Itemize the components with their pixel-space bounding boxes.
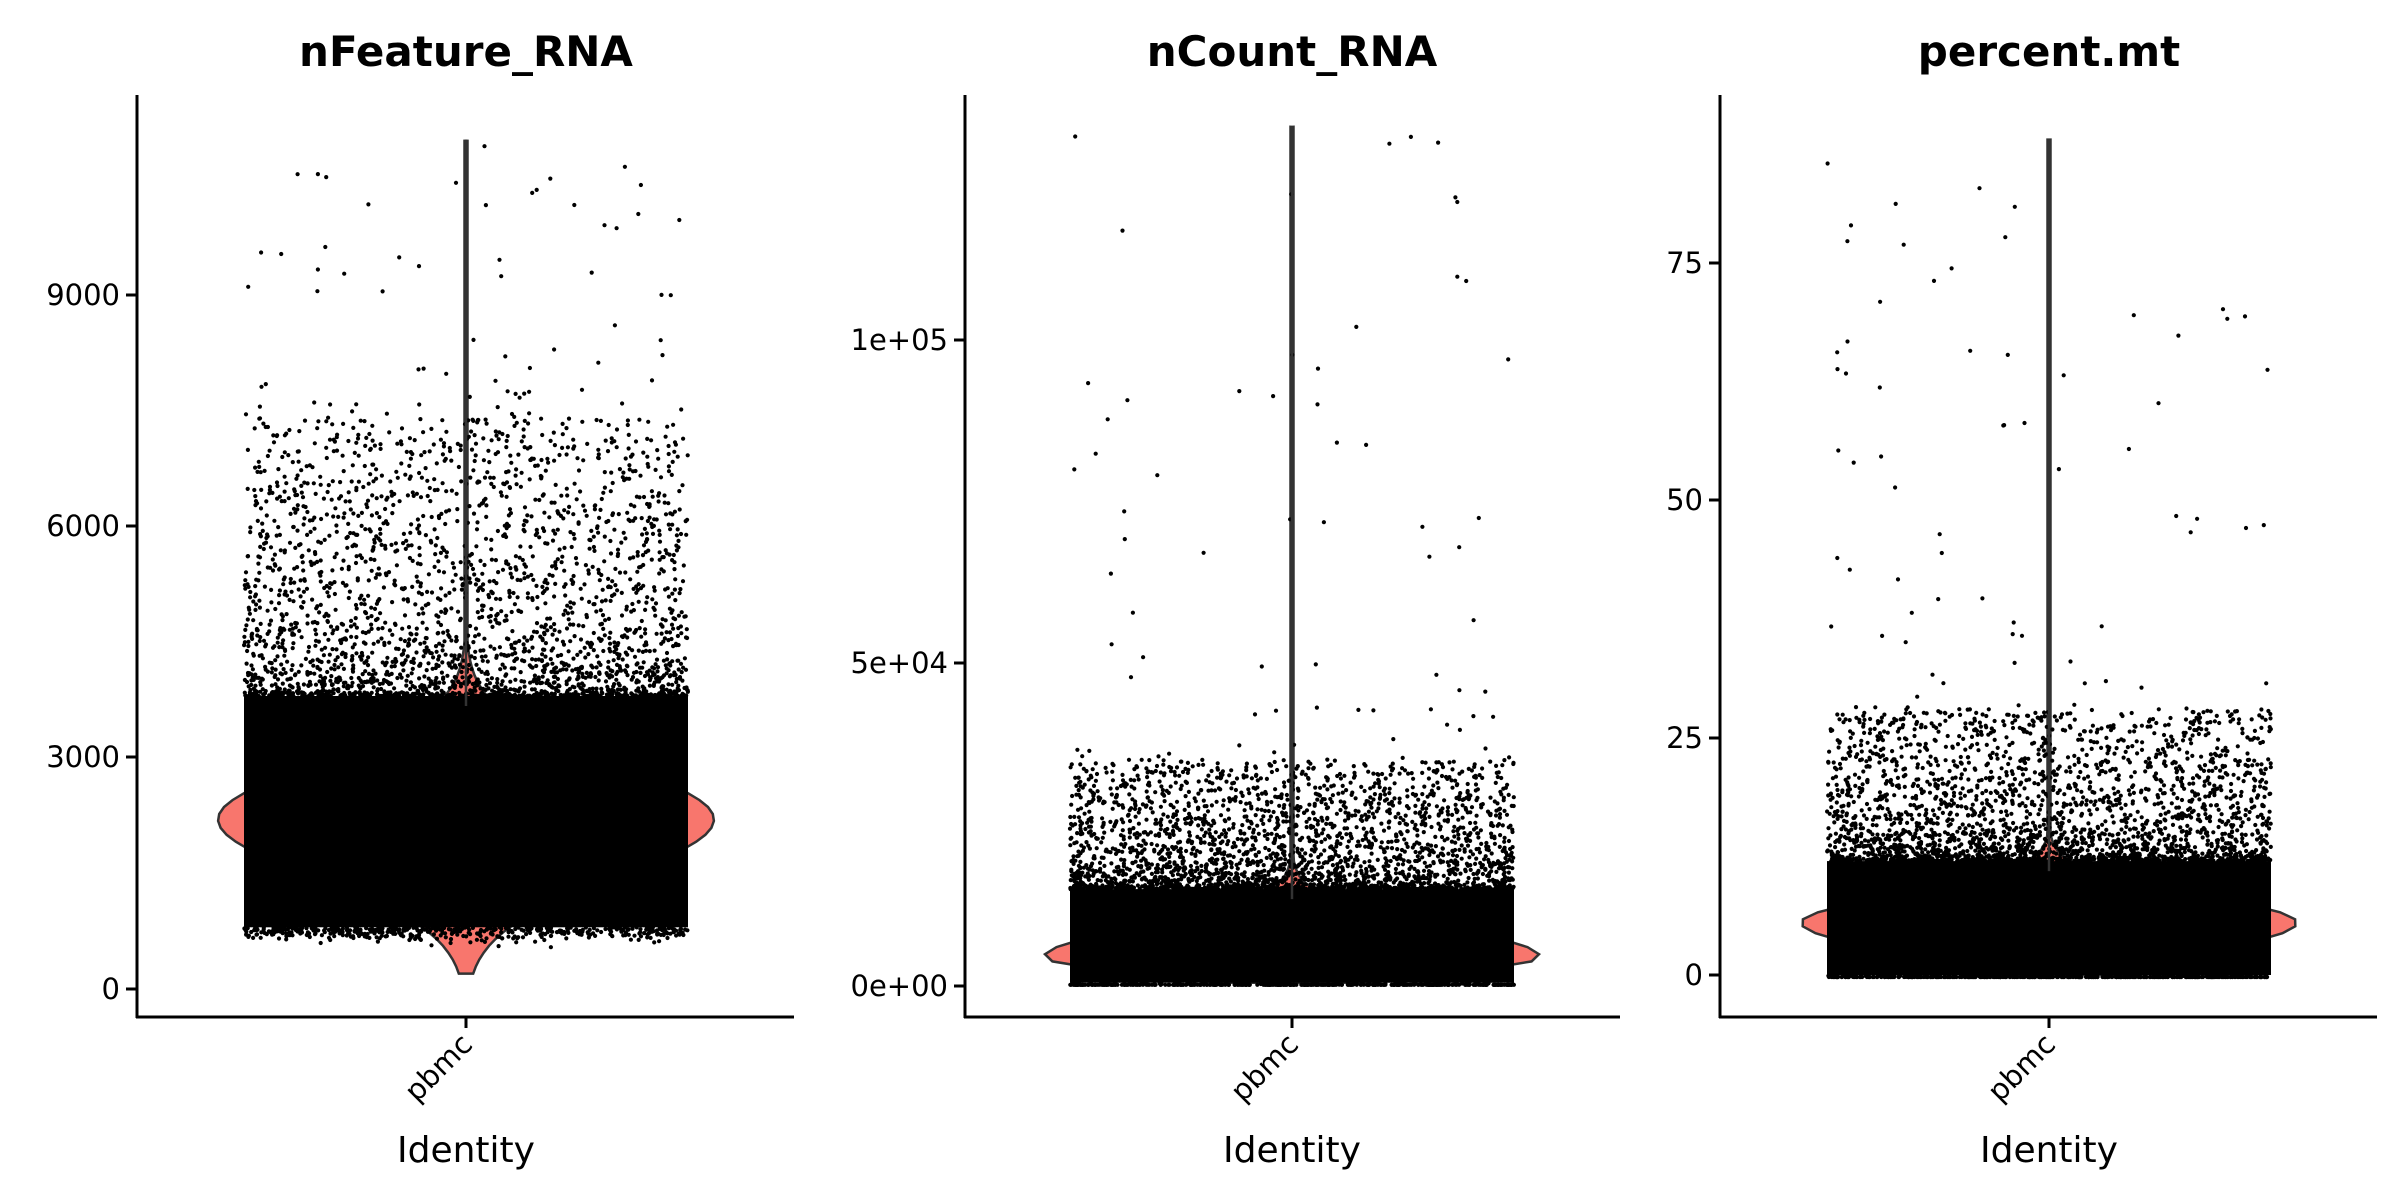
x-axis-title: Identity (1980, 1130, 2118, 1171)
y-tick-label: 0e+00 (851, 969, 949, 1003)
x-axis-title: Identity (1223, 1130, 1361, 1171)
y-tick-label: 6000 (46, 509, 120, 543)
plot-area (1801, 138, 2297, 980)
plot-area (216, 139, 716, 975)
y-tick-label: 5e+04 (851, 646, 949, 680)
y-tick-label: 75 (1666, 246, 1703, 280)
panel-title: nCount_RNA (1147, 27, 1438, 76)
y-axis-ticks: 0e+00 5e+04 1e+05 (851, 323, 965, 1003)
plot-area (1042, 125, 1542, 987)
panel-title: percent.mt (1918, 27, 2180, 76)
x-tick-label: pbmc (398, 1027, 479, 1108)
jitter-points (242, 144, 691, 950)
y-tick-label: 25 (1666, 721, 1703, 755)
y-axis-ticks: 0 3000 6000 9000 (46, 278, 137, 1006)
y-tick-label: 50 (1666, 483, 1703, 517)
y-tick-label: 9000 (46, 278, 120, 312)
x-axis-title: Identity (397, 1130, 535, 1171)
x-tick-label: pbmc (1224, 1027, 1305, 1108)
jitter-points (1067, 134, 1516, 987)
jitter-points (1825, 161, 2273, 980)
y-tick-label: 1e+05 (851, 323, 949, 357)
panel-ncount-rna: nCount_RNA 0e+00 5e+04 1e+05 pbmc Identity (851, 27, 1620, 1171)
y-tick-label: 3000 (46, 740, 120, 774)
y-tick-label: 0 (102, 972, 120, 1006)
panel-title: nFeature_RNA (299, 27, 633, 76)
y-axis-ticks: 0 25 50 75 (1666, 246, 1720, 992)
y-tick-label: 0 (1685, 958, 1703, 992)
panel-percent-mt: percent.mt 0 25 50 75 pbmc Identity (1666, 27, 2377, 1171)
panel-nfeature-rna: nFeature_RNA 0 3000 6000 9000 pbmc Identity (46, 27, 794, 1171)
x-tick-label: pbmc (1981, 1027, 2062, 1108)
